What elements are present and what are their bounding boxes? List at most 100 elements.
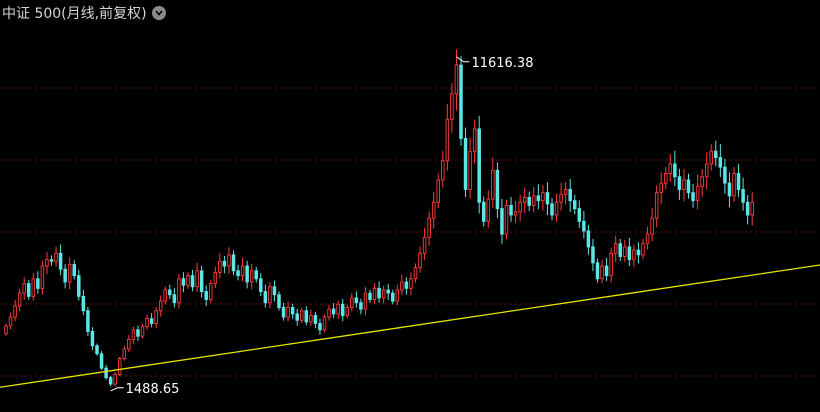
candle-body: [163, 289, 167, 302]
candle: [632, 244, 636, 268]
candle-body: [249, 270, 254, 283]
candle-body: [281, 307, 286, 318]
candle: [122, 345, 127, 361]
candle-body: [664, 173, 668, 184]
candle-body: [45, 259, 49, 267]
candle: [368, 289, 372, 303]
candle: [709, 144, 714, 171]
candle: [95, 343, 99, 356]
candle: [340, 298, 345, 322]
candle: [108, 375, 113, 387]
candle: [391, 289, 395, 305]
candle-body: [454, 64, 459, 95]
candle: [436, 173, 441, 208]
candle-body: [359, 302, 363, 310]
candle: [245, 260, 249, 289]
candle-body: [31, 278, 36, 297]
chart-title: 中证 500(月线,前复权): [2, 6, 147, 22]
candle: [259, 273, 263, 296]
candle-body: [459, 64, 463, 139]
candle: [63, 264, 67, 289]
candle: [668, 154, 673, 182]
candle-body: [618, 243, 623, 257]
candle: [381, 285, 386, 304]
candle: [695, 174, 700, 210]
candle-body: [495, 169, 500, 210]
candle: [227, 247, 231, 275]
candle: [81, 289, 86, 316]
candle: [604, 257, 609, 282]
candle: [595, 258, 600, 283]
candle-body: [541, 192, 545, 202]
candle-body: [272, 286, 277, 296]
candle: [673, 150, 677, 187]
candle: [231, 250, 236, 275]
candle: [158, 295, 163, 317]
candle-body: [695, 185, 700, 202]
candle: [664, 167, 668, 190]
candle-body: [677, 176, 682, 190]
candle-body: [108, 377, 113, 385]
candle: [459, 55, 463, 146]
candle-body: [536, 195, 541, 202]
candle: [181, 272, 186, 293]
candle-body: [259, 278, 263, 293]
candle-body: [204, 291, 208, 300]
min-annotation: 1488.65: [110, 382, 179, 397]
candle: [13, 299, 17, 322]
candle-body: [295, 313, 299, 321]
candle-body: [691, 192, 695, 202]
candle: [199, 265, 204, 298]
candle-body: [386, 289, 390, 294]
candle-body: [63, 268, 67, 283]
candle: [277, 291, 281, 311]
candle: [495, 162, 500, 219]
candle-body: [563, 189, 568, 195]
candle: [290, 303, 295, 319]
candle-body: [309, 315, 313, 323]
candle-body: [418, 252, 422, 269]
candle: [208, 279, 213, 303]
chevron-down-icon[interactable]: [151, 6, 166, 20]
candle: [727, 172, 732, 208]
candle-body: [4, 325, 8, 334]
candle-body: [654, 192, 659, 219]
candle: [67, 257, 72, 290]
candle-body: [104, 367, 108, 379]
candle: [641, 239, 645, 260]
candle: [577, 200, 582, 228]
support-trendline[interactable]: [0, 241, 820, 391]
candle: [718, 144, 723, 177]
candle: [400, 274, 404, 296]
candle-body: [682, 179, 686, 190]
candle-body: [504, 204, 509, 235]
candle-body: [190, 275, 195, 288]
candle-body: [704, 163, 709, 178]
candle: [249, 263, 254, 290]
candle-body: [645, 233, 650, 245]
candle-body: [127, 338, 131, 350]
candle-body: [140, 326, 145, 337]
candle-body: [391, 292, 395, 302]
annotations: 11616.38 1488.65: [110, 56, 533, 397]
candle: [336, 300, 340, 319]
candle: [454, 49, 459, 111]
candle: [504, 199, 509, 240]
candle: [704, 152, 709, 190]
candle: [140, 324, 145, 339]
candle-body: [195, 270, 199, 288]
candle: [691, 183, 695, 208]
candle-body: [313, 315, 318, 324]
candle-body: [122, 348, 127, 359]
candle-body: [154, 310, 158, 324]
candle: [190, 269, 195, 292]
candle-body: [99, 353, 104, 369]
candle-body: [486, 198, 491, 222]
candle: [313, 311, 318, 329]
candle: [609, 247, 613, 283]
candle: [422, 227, 427, 260]
candle: [623, 240, 627, 262]
candle: [195, 262, 199, 293]
candle-body: [686, 179, 691, 194]
